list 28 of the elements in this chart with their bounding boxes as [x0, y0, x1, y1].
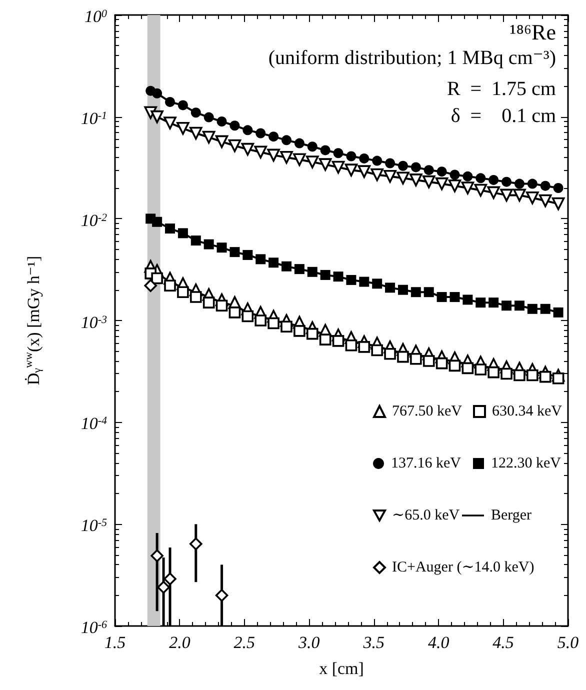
y-tick-label: 10$^{-5}$: [80, 516, 107, 536]
y-tick-label: 10$^{-3}$: [80, 312, 107, 332]
legend-label: 767.50 keV: [392, 404, 462, 420]
y-tick-label: 10$^{-1}$: [80, 108, 107, 128]
annotation: δ = 0.1 cm: [450, 105, 556, 127]
y-tick-label: 10$^{-2}$: [80, 210, 107, 230]
legend-label: 630.34 keV: [492, 404, 562, 420]
y-tick-label: 10$^{-4}$: [80, 414, 107, 434]
x-axis-title: x [cm]: [319, 659, 364, 678]
x-tick-label: 3.0: [298, 633, 320, 652]
x-tick-label: 4.0: [428, 633, 450, 652]
legend-label: IC+Auger (∼14.0 keV): [392, 560, 534, 576]
x-tick-label: 4.5: [492, 633, 514, 652]
legend-label: 137.16 keV: [391, 456, 462, 472]
x-tick-label: 2.0: [169, 633, 191, 652]
legend-label: 122.30 keV: [491, 456, 562, 472]
legend-label: Berger: [491, 508, 532, 524]
x-tick-label: 3.5: [362, 633, 384, 652]
y-tick-label: 10$^{-6}$: [80, 618, 107, 637]
x-tick-label: 2.5: [234, 633, 256, 652]
y-tick-label: 10$^{0}$: [84, 7, 107, 26]
annotation: R = 1.75 cm: [446, 78, 556, 100]
annotation: (uniform distribution; 1 MBq cm⁻³): [268, 47, 556, 69]
x-tick-label: 1.5: [104, 633, 126, 652]
annotation: ¹⁸⁶Re: [510, 20, 556, 44]
x-tick-label: 5.0: [557, 633, 580, 652]
legend-label: ∼65.0 keV: [392, 508, 460, 524]
y-axis-title: Ḋγww(x) [mGy h⁻¹]: [23, 256, 44, 386]
